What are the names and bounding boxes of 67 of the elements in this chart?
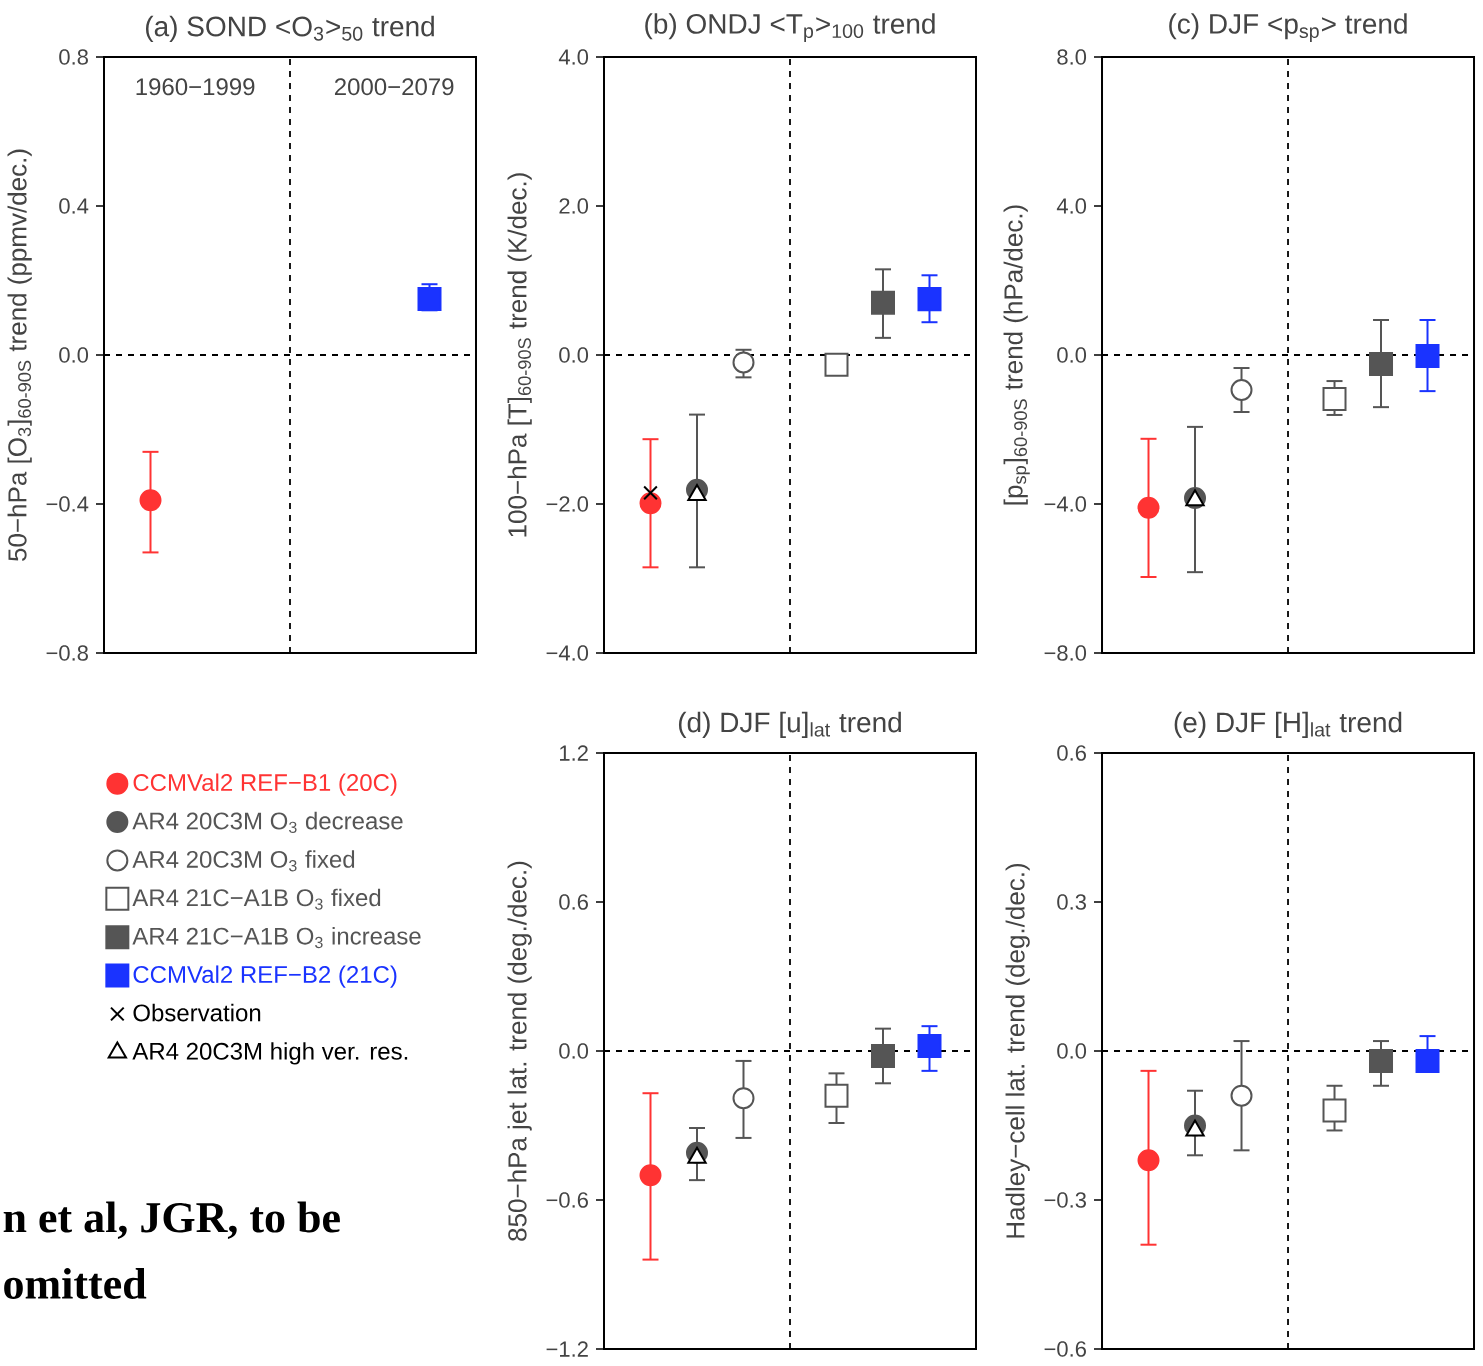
chart-title: (a) SOND <O$_{3}$>$_{50}$ trend <box>145 15 434 42</box>
chart-title: (e) DJF [H]$_{lat}$ trend <box>1174 711 1402 738</box>
legend-label: CCMVal2 REF−B2 (21C) <box>133 965 397 988</box>
legend-label: AR4 21C−A1B O$_{3}$ increase <box>132 927 421 949</box>
point <box>871 290 895 315</box>
legend-label: AR4 20C3M O$_{3}$ decrease <box>132 811 403 833</box>
y-axis-title: 100−hPa [T]$_{60-90S}$ trend (K/dec.) <box>507 173 532 537</box>
legend-label: Observation <box>133 1003 261 1022</box>
point <box>824 1083 849 1108</box>
text: omitted <box>4 1267 147 1299</box>
y-axis-title: 50−hPa [O$_{3}$]$_{60-90S}$ trend (ppmv/dec.) <box>7 149 32 561</box>
point <box>917 287 942 312</box>
y-axis-title: Hadley−cell lat. trend (deg./dec.) <box>1005 863 1030 1238</box>
y-tick-label: 0.6 <box>1057 745 1086 761</box>
y-tick-label: 1.2 <box>560 745 588 761</box>
point <box>1369 1048 1394 1073</box>
y-tick-label: 0.6 <box>559 894 588 910</box>
chart-title: (b) ONDJ <T$_{p}$>$_{100}$ trend <box>645 13 935 42</box>
point <box>687 484 707 502</box>
annotation: 1960−1999 <box>136 78 255 96</box>
y-axis-title: [p$_{sp}$]$_{60-90S}$ trend (hPa/dec.) <box>1003 205 1030 505</box>
y-tick-label: 8.0 <box>1057 49 1087 65</box>
legend-label: AR4 21C−A1B O$_{3}$ fixed <box>132 888 381 910</box>
point <box>824 352 849 377</box>
point <box>1137 496 1160 519</box>
point <box>1322 1098 1347 1123</box>
point <box>1230 1084 1253 1107</box>
legend-label: AR4 20C3M O$_{3}$ fixed <box>132 850 355 872</box>
y-tick-label: −0.6 <box>1044 1341 1086 1357</box>
point <box>1137 1149 1160 1172</box>
y-tick-label: −8.0 <box>1044 645 1087 661</box>
annotation: 2000−2079 <box>334 78 454 96</box>
y-tick-label: 0.0 <box>559 347 589 363</box>
y-tick-label: −1.2 <box>546 1341 588 1357</box>
y-tick-label: −4.0 <box>1044 496 1087 512</box>
y-tick-label: 0.0 <box>1057 347 1087 363</box>
y-tick-label: 0.0 <box>559 1043 589 1059</box>
y-tick-label: −2.0 <box>546 496 589 512</box>
y-tick-label: −0.8 <box>46 645 88 661</box>
point <box>1230 379 1253 402</box>
point <box>1322 386 1347 411</box>
point <box>1415 1048 1440 1073</box>
chart-title: (c) DJF <p$_{sp}$> trend <box>1169 13 1407 42</box>
y-tick-label: 4.0 <box>558 49 589 65</box>
legend-label: CCMVal2 REF−B1 (20C) <box>133 773 397 796</box>
y-tick-label: −0.3 <box>1044 1192 1086 1208</box>
point <box>639 1164 662 1187</box>
y-tick-label: 0.0 <box>59 347 89 363</box>
y-axis-title: 850−hPa jet lat. trend (deg./dec.) <box>507 861 532 1241</box>
y-tick-label: 0.0 <box>1057 1043 1087 1059</box>
y-tick-label: 0.8 <box>59 49 88 65</box>
y-tick-label: −4.0 <box>546 645 589 661</box>
point <box>643 485 658 501</box>
y-tick-label: 0.3 <box>1057 894 1086 910</box>
text: n et al, JGR, to be <box>3 1201 340 1239</box>
point <box>871 1043 895 1068</box>
legend-label: AR4 20C3M high ver. res. <box>132 1042 408 1065</box>
y-tick-label: 4.0 <box>1056 198 1087 214</box>
y-tick-label: 2.0 <box>559 198 589 214</box>
point <box>1369 351 1394 376</box>
point <box>1415 344 1440 369</box>
y-tick-label: −0.4 <box>46 496 89 512</box>
point <box>917 1034 942 1059</box>
point <box>732 1087 755 1110</box>
chart-title: (d) DJF [u]$_{lat}$ trend <box>678 711 901 738</box>
y-tick-label: −0.6 <box>546 1192 588 1208</box>
y-tick-label: 0.4 <box>59 198 89 214</box>
